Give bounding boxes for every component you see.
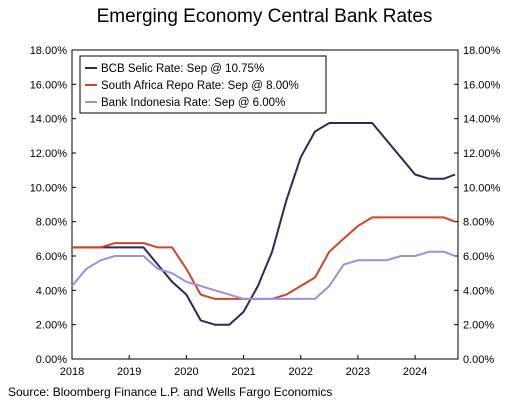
y-tick-label-right: 6.00% [463, 251, 494, 263]
y-tick-label-left: 8.00% [36, 217, 67, 229]
source-note: Source: Bloomberg Finance L.P. and Wells… [8, 385, 333, 399]
y-tick-label-left: 14.00% [30, 114, 68, 126]
y-tick-label-left: 12.00% [30, 148, 68, 160]
x-tick-label: 2021 [231, 366, 255, 378]
legend-box [79, 55, 327, 114]
chart-title: Emerging Economy Central Bank Rates [96, 6, 433, 27]
x-tick-label: 2020 [174, 366, 198, 378]
plot-frame [71, 49, 459, 360]
legend-label-3: Bank Indonesia Rate: Sep @ 6.00% [101, 97, 285, 109]
legend-label-1: BCB Selic Rate: Sep @ 10.75% [101, 63, 264, 75]
y-tick-label-left: 6.00% [36, 251, 67, 263]
y-tick-label-left: 4.00% [36, 285, 67, 297]
y-tick-label-left: 0.00% [36, 354, 67, 366]
x-tick-label: 2022 [288, 366, 312, 378]
y-tick-label-left: 2.00% [36, 320, 67, 332]
y-tick-label-left: 18.00% [30, 45, 68, 57]
axes: 0.00% 0.00% 2.00% 2.00% 4.00% 4.00% 6.00% 6.00%… [30, 45, 501, 378]
y-tick-label-right: 2.00% [463, 320, 494, 332]
y-tick-label-right: 14.00% [463, 114, 501, 126]
y-tick-label-right: 4.00% [463, 285, 494, 297]
series-line-3 [71, 250, 456, 300]
y-tick-label-right: 10.00% [463, 182, 501, 194]
series-line-1 [72, 122, 456, 326]
x-tick-label: 2023 [346, 366, 370, 378]
x-tick-label: 2024 [403, 366, 427, 378]
y-tick-label-left: 10.00% [30, 182, 68, 194]
series-line-2 [72, 216, 456, 300]
y-tick-label-right: 8.00% [463, 217, 494, 229]
x-tick-label: 2018 [60, 366, 84, 378]
legend-label-2: South Africa Repo Rate: Sep @ 8.00% [101, 80, 299, 92]
y-tick-label-right: 12.00% [463, 148, 501, 160]
legend: BCB Selic Rate: Sep @ 10.75% South Africa… [79, 55, 327, 114]
y-tick-label-right: 16.00% [463, 79, 501, 91]
series-lines [71, 122, 456, 326]
y-tick-label-right: 18.00% [463, 45, 501, 57]
x-tick-label: 2019 [117, 366, 141, 378]
y-tick-label-right: 0.00% [463, 354, 494, 366]
y-tick-label-left: 16.00% [30, 79, 68, 91]
